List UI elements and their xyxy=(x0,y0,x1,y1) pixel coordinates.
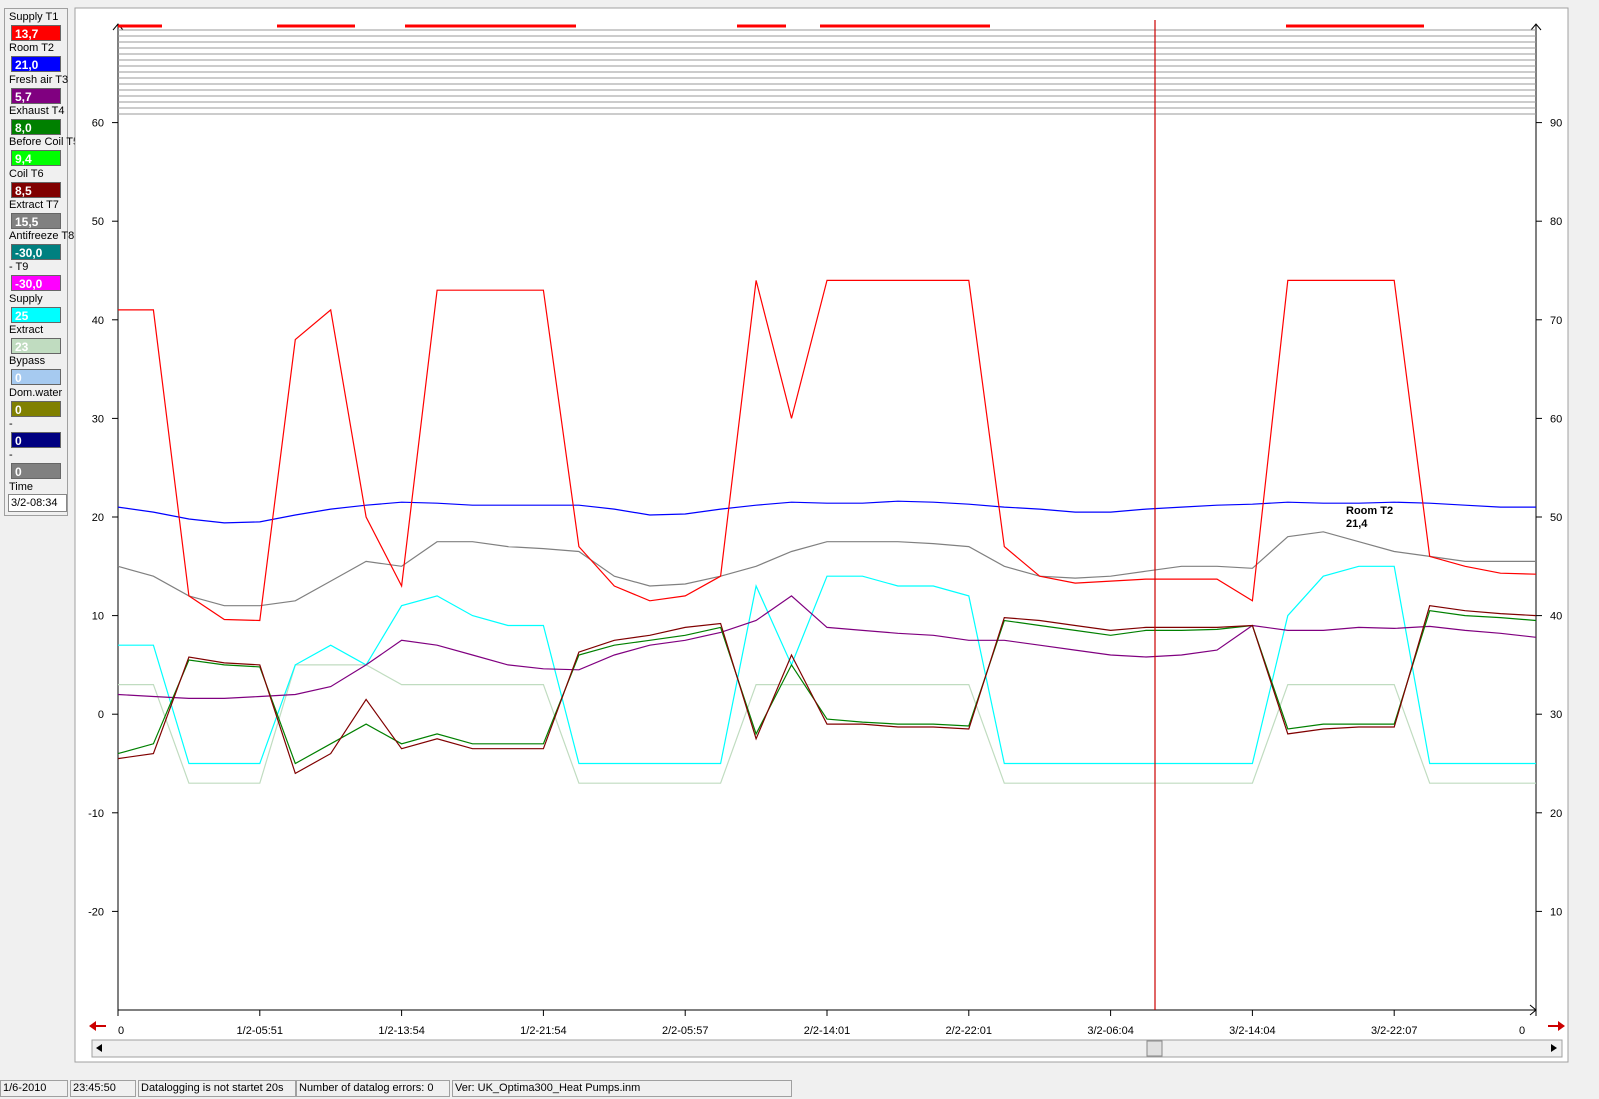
status-cell: 23:45:50 xyxy=(70,1080,136,1097)
y-tick-label: 30 xyxy=(92,413,104,425)
status-cell: Datalogging is not startet 20s xyxy=(138,1080,296,1097)
y2-tick-label: 90 xyxy=(1550,118,1562,130)
legend-value[interactable]: 0 xyxy=(11,463,61,480)
legend-label: Before Coil T5 xyxy=(9,136,80,149)
x-tick-label: 3/2-22:07 xyxy=(1371,1025,1417,1037)
x-tick-label: 2/2-22:01 xyxy=(946,1025,992,1037)
y2-tick-label: 30 xyxy=(1550,709,1562,721)
y2-tick-label: 80 xyxy=(1550,216,1562,228)
legend-label: Antifreeze T8 xyxy=(9,230,75,243)
scroll-left[interactable] xyxy=(96,1044,102,1052)
time-value: 3/2-08:34 xyxy=(8,493,67,512)
x-tick-label: 2/2-05:57 xyxy=(662,1025,708,1037)
x-tick-label: 3/2-14:04 xyxy=(1229,1025,1275,1037)
series-line xyxy=(117,531,1536,607)
scroll-right[interactable] xyxy=(1551,1044,1557,1052)
y2-tick-label: 20 xyxy=(1550,808,1562,820)
x-tick-label: 3/2-06:04 xyxy=(1087,1025,1133,1037)
legend-label: Exhaust T4 xyxy=(9,104,65,117)
y2-tick-label: 10 xyxy=(1550,906,1562,918)
status-cell: Ver: UK_Optima300_Heat Pumps.inm xyxy=(452,1080,792,1097)
legend-value[interactable]: 25 xyxy=(11,306,61,323)
annotation-value: 21,4 xyxy=(1346,518,1368,530)
series-line xyxy=(117,500,1536,524)
y-tick-label: -10 xyxy=(88,808,104,820)
legend-label: Fresh air T3 xyxy=(9,73,69,86)
legend-value[interactable]: 15,5 xyxy=(11,212,61,229)
y-tick-label: 10 xyxy=(92,611,104,623)
legend-value[interactable]: 21,0 xyxy=(11,56,61,73)
scrollbar-thumb[interactable] xyxy=(1146,1040,1163,1057)
scrollbar[interactable] xyxy=(91,1039,1563,1058)
y2-tick-label: 70 xyxy=(1550,315,1562,327)
series-line xyxy=(117,605,1537,775)
y-tick-label: 50 xyxy=(92,216,104,228)
status-cell: 1/6-2010 xyxy=(0,1080,68,1097)
legend-label: - xyxy=(9,417,13,430)
y-tick-label: 0 xyxy=(98,709,104,721)
series-line xyxy=(118,664,1536,784)
x-tick-label: 1/2-13:54 xyxy=(378,1025,424,1037)
legend-value[interactable]: 0 xyxy=(11,369,61,386)
legend-value[interactable]: 9,4 xyxy=(11,150,61,167)
legend-label: Room T2 xyxy=(9,42,55,55)
status-cell: Number of datalog errors: 0 xyxy=(296,1080,450,1097)
legend-label: Supply xyxy=(9,292,43,305)
status-bar: 1/6-2010 23:45:50 Datalogging is not start… xyxy=(0,1078,1599,1099)
legend-value[interactable]: 8,0 xyxy=(11,118,61,135)
legend-value[interactable]: 23 xyxy=(11,338,61,354)
legend-label: - xyxy=(9,449,13,462)
legend-panel: Supply T1 13,7 Room T2 21,0 Fresh air T3 5,7 E… xyxy=(4,8,79,516)
y-tick-label: 60 xyxy=(92,118,104,130)
series-line xyxy=(118,565,1536,765)
pan-right[interactable] xyxy=(1548,1021,1565,1031)
y2-tick-label: 50 xyxy=(1550,512,1562,524)
chart-frame xyxy=(74,7,1569,1063)
y2-tick-label: 40 xyxy=(1550,611,1562,623)
y-tick-label: 40 xyxy=(92,315,104,327)
legend-value[interactable]: 0 xyxy=(11,431,61,448)
legend-label: Dom.water xyxy=(9,386,63,399)
x-tick-label: 0 xyxy=(118,1025,124,1037)
legend-value[interactable]: 0 xyxy=(11,400,61,417)
legend-label: Extract xyxy=(9,324,44,336)
annotation-title: Room T2 xyxy=(1346,505,1393,517)
x-tick-label: 0 xyxy=(1519,1025,1525,1037)
axis-arrow xyxy=(112,23,124,31)
legend-value[interactable]: -30,0 xyxy=(11,275,61,292)
legend-label: - T9 xyxy=(9,261,29,274)
y-tick-label: -20 xyxy=(88,906,104,918)
axis-arrow xyxy=(1530,23,1542,31)
y2-tick-label: 60 xyxy=(1550,413,1562,425)
series-line xyxy=(117,610,1537,765)
x-tick-label: 2/2-14:01 xyxy=(804,1025,850,1037)
legend-value[interactable]: 5,7 xyxy=(11,87,61,104)
legend-label: Coil T6 xyxy=(9,167,44,180)
series-line xyxy=(118,279,1537,622)
legend-label: Bypass xyxy=(9,355,46,368)
y-tick-label: 20 xyxy=(92,512,104,524)
x-tick-label: 1/2-21:54 xyxy=(520,1025,566,1037)
x-tick-label: 1/2-05:51 xyxy=(237,1025,283,1037)
legend-value[interactable]: 13,7 xyxy=(11,25,61,41)
legend-label: Extract T7 xyxy=(9,198,59,211)
time-label: Time xyxy=(9,480,34,493)
legend-value[interactable]: -30,0 xyxy=(11,244,61,261)
legend-value[interactable]: 8,5 xyxy=(11,181,61,198)
series-line xyxy=(117,595,1537,699)
legend-label: Supply T1 xyxy=(9,11,59,23)
pan-left[interactable] xyxy=(89,1021,106,1031)
